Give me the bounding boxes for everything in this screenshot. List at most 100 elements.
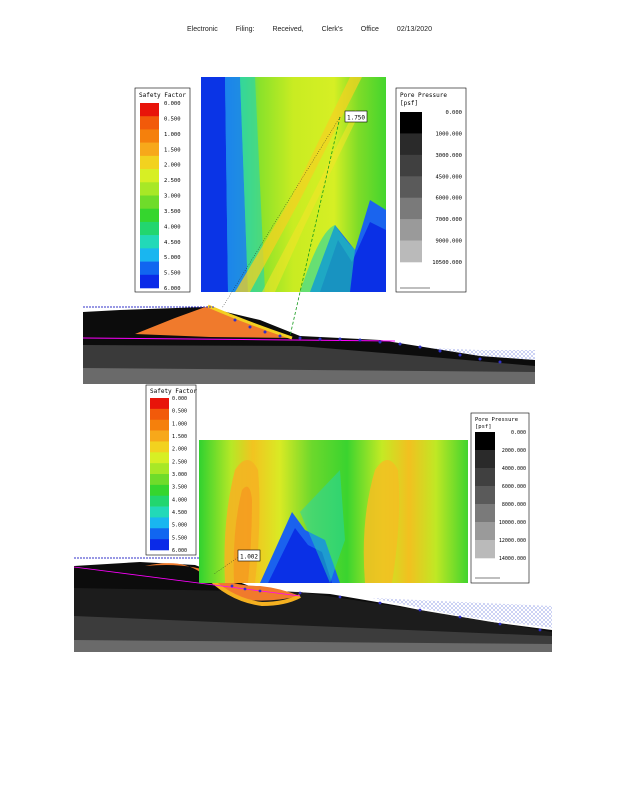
legend-swatch bbox=[140, 221, 159, 236]
sf-legend-2: Safety Factor 0.000 0.500 1.000 1.500 2.000 2… bbox=[145, 384, 197, 556]
pp-legend-1: Pore Pressure [psf] 0.000 1000.000 3000.00… bbox=[395, 87, 467, 293]
legend-swatch bbox=[150, 495, 169, 507]
min-sf-value-1: 1.750 bbox=[347, 115, 365, 122]
legend-swatch bbox=[140, 182, 159, 196]
min-sf-callout-1 bbox=[344, 110, 368, 123]
legend-value: 0.000 bbox=[172, 396, 187, 402]
legend-swatch bbox=[150, 419, 169, 431]
legend-value: 9000.000 bbox=[436, 239, 463, 245]
legend-value: 10500.000 bbox=[432, 260, 462, 266]
legend-swatch bbox=[400, 240, 422, 263]
legend-value: 6000.000 bbox=[436, 196, 463, 202]
legend-value: 12000.000 bbox=[499, 538, 526, 544]
legend-swatch bbox=[475, 450, 495, 469]
legend-swatch bbox=[400, 112, 422, 134]
legend-swatch bbox=[150, 528, 169, 540]
legend-swatch bbox=[400, 219, 422, 241]
legend-swatch bbox=[140, 235, 159, 249]
legend-value: 3000.000 bbox=[436, 153, 463, 159]
legend-value: 5.000 bbox=[172, 523, 187, 529]
legend-swatch bbox=[400, 154, 422, 177]
legend-value: 4.500 bbox=[172, 510, 187, 516]
legend-swatch bbox=[400, 133, 422, 156]
legend-value: 4500.000 bbox=[436, 174, 463, 180]
legend-value: 8000.000 bbox=[502, 502, 526, 508]
legend-value: 3.000 bbox=[172, 472, 187, 478]
legend-value: 7000.000 bbox=[436, 217, 463, 223]
legend-value: 10000.000 bbox=[499, 520, 526, 526]
legend-value: 3.000 bbox=[164, 194, 181, 200]
cross-section-1 bbox=[82, 304, 535, 384]
sf-legend-title-2: Safety Factor bbox=[150, 388, 197, 395]
legend-value: 6.000 bbox=[172, 548, 187, 554]
legend-swatch bbox=[475, 540, 495, 559]
sf-contour-grid-1: 1.750 bbox=[201, 77, 386, 337]
pp-legend-unit-1: [psf] bbox=[400, 100, 418, 107]
min-sf-callout-2 bbox=[237, 549, 261, 562]
legend-swatch bbox=[475, 522, 495, 541]
legend-value: 4.000 bbox=[172, 497, 187, 503]
figure-2: 1.002 Safety Factor 0.000 0.500 1.000 1.500… bbox=[73, 384, 552, 652]
legend-swatch bbox=[150, 517, 169, 529]
legend-swatch bbox=[150, 408, 169, 421]
legend-value: 6000.000 bbox=[502, 484, 526, 490]
pp-legend-2: Pore Pressure [psf] 0.000 2000.000 4000.00… bbox=[470, 412, 530, 584]
legend-swatch bbox=[140, 208, 159, 223]
legend-value: 4.500 bbox=[164, 240, 181, 246]
min-sf-value-2: 1.002 bbox=[240, 554, 258, 561]
legend-swatch bbox=[140, 274, 159, 289]
legend-swatch bbox=[475, 468, 495, 487]
legend-value: 6.000 bbox=[164, 286, 181, 292]
legend-swatch bbox=[150, 398, 169, 410]
legend-swatch bbox=[140, 142, 159, 157]
legend-value: 5.000 bbox=[164, 255, 181, 261]
filing-stamp: Electronic Filing: Received, Clerk's Office 0… bbox=[0, 26, 619, 33]
legend-value: 0.000 bbox=[511, 430, 526, 436]
stamp-office: Office bbox=[360, 26, 379, 33]
legend-value: 2.000 bbox=[172, 447, 187, 453]
failure-zone bbox=[135, 306, 292, 338]
legend-swatch bbox=[150, 452, 169, 464]
legend-value: 2.500 bbox=[172, 459, 187, 465]
legend-value: 0.500 bbox=[164, 116, 181, 122]
cross-section-2 bbox=[73, 557, 552, 652]
legend-swatch bbox=[400, 197, 422, 220]
legend-swatch bbox=[150, 430, 169, 442]
legend-value: 4.000 bbox=[164, 224, 181, 230]
legend-value: 2.000 bbox=[164, 163, 181, 169]
legend-swatch bbox=[150, 463, 169, 475]
pp-legend-unit-2: [psf] bbox=[475, 424, 492, 430]
legend-swatch bbox=[140, 195, 159, 210]
legend-value: 14000.000 bbox=[499, 556, 526, 562]
legend-value: 1000.000 bbox=[436, 131, 463, 137]
legend-swatch bbox=[150, 441, 169, 453]
legend-value: 5.500 bbox=[172, 535, 187, 541]
stamp-received: Received, bbox=[272, 26, 304, 33]
legend-swatch bbox=[150, 506, 169, 518]
legend-swatch bbox=[475, 486, 495, 505]
stamp-date: 02/13/2020 bbox=[396, 26, 432, 33]
legend-swatch bbox=[140, 155, 159, 170]
legend-value: 4000.000 bbox=[502, 466, 526, 472]
legend-value: 5.500 bbox=[164, 271, 181, 277]
legend-swatch bbox=[140, 248, 159, 262]
pp-legend-title-2: Pore Pressure bbox=[475, 417, 518, 423]
legend-value: 1.000 bbox=[172, 421, 187, 427]
legend-swatch bbox=[475, 432, 495, 451]
legend-swatch bbox=[475, 504, 495, 523]
legend-swatch bbox=[140, 169, 159, 183]
legend-value: 1.500 bbox=[164, 147, 181, 153]
legend-swatch bbox=[140, 261, 159, 276]
legend-swatch bbox=[150, 484, 169, 497]
legend-value: 3.500 bbox=[164, 209, 181, 215]
legend-swatch bbox=[140, 116, 159, 130]
legend-value: 3.500 bbox=[172, 485, 187, 491]
legend-value: 2.500 bbox=[164, 178, 181, 184]
figure-1: 1.750 Safety Factor 0.000 0.500 1.000 1.500… bbox=[82, 77, 535, 384]
legend-value: 1.000 bbox=[164, 132, 181, 138]
sf-contour-grid-2: 1.002 bbox=[199, 440, 468, 583]
legend-swatch bbox=[400, 176, 422, 199]
stamp-electronic: Electronic bbox=[187, 26, 218, 33]
legend-swatch bbox=[150, 539, 169, 551]
